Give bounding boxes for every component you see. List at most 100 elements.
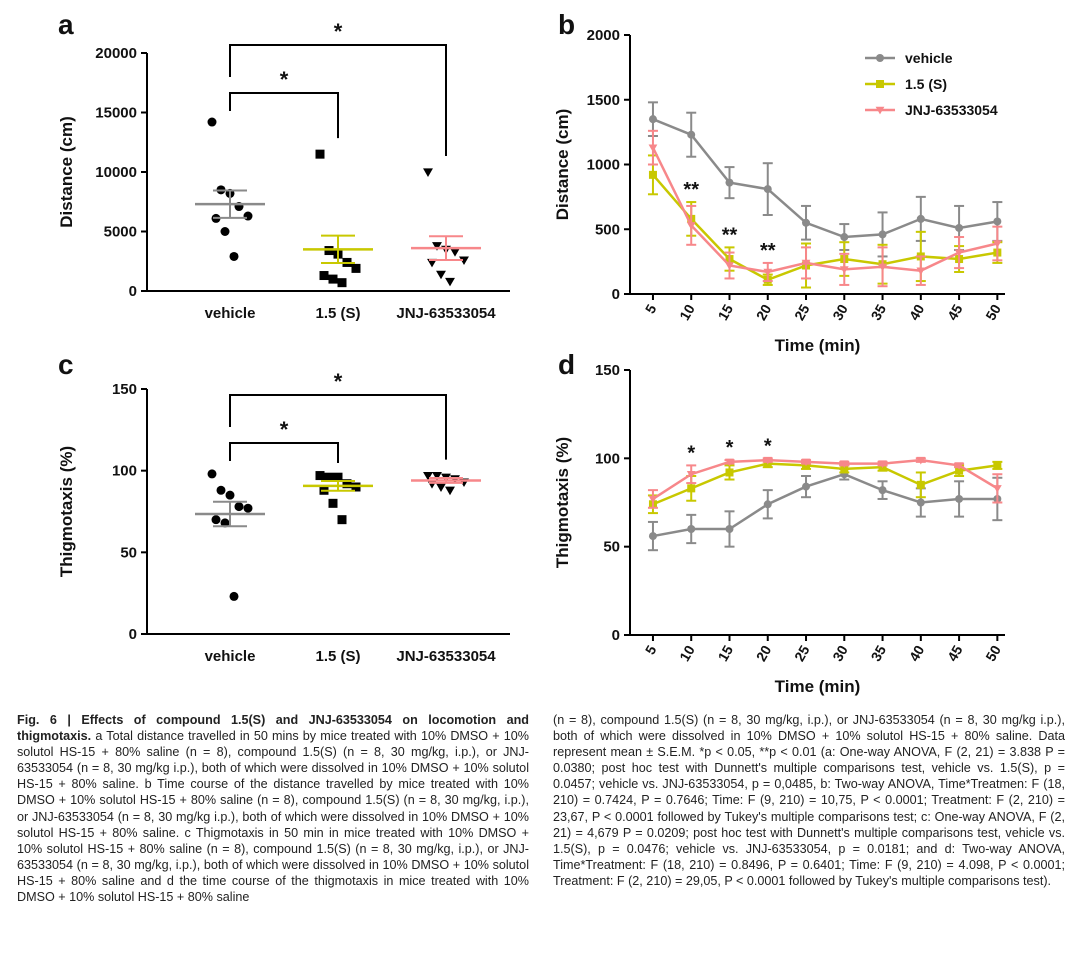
x-tick-label: vehicle [205, 648, 256, 665]
marker [686, 222, 696, 230]
marker [725, 178, 734, 187]
legend-label: 1.5 (S) [905, 76, 947, 92]
panel-letter: b [558, 9, 575, 40]
significance-bracket [229, 44, 447, 156]
significance-bracket [229, 394, 447, 460]
marker [916, 498, 925, 507]
y-tick-label: 150 [595, 362, 620, 379]
sem-bar [213, 189, 247, 219]
marker [243, 503, 253, 513]
marker [351, 263, 361, 273]
marker [207, 117, 217, 127]
y-tick-label: 15000 [95, 105, 137, 122]
y-tick-label: 150 [112, 381, 137, 398]
x-tick-label: 50 [982, 301, 1004, 323]
y-tick-label: 20000 [95, 45, 137, 62]
marker [916, 214, 925, 223]
marker [423, 168, 433, 177]
x-tick-label: JNJ-63533054 [396, 648, 496, 665]
marker [243, 211, 253, 221]
marker [992, 485, 1002, 493]
marker [686, 471, 696, 479]
marker [328, 274, 338, 284]
marker [725, 525, 734, 533]
marker [234, 502, 244, 512]
sem-bar [321, 479, 355, 492]
marker [648, 170, 657, 179]
sem-bar [321, 234, 355, 265]
x-tick-label: 40 [906, 301, 928, 323]
significance-bracket [229, 92, 339, 139]
x-axis-title: Time (min) [775, 677, 861, 696]
marker [993, 217, 1002, 226]
marker [436, 483, 446, 492]
marker [337, 515, 347, 525]
marker [763, 185, 772, 194]
marker [687, 484, 696, 493]
marker [725, 458, 734, 467]
y-axis-title: Distance (cm) [57, 116, 76, 227]
x-axis-title: Time (min) [775, 336, 861, 355]
x-tick-label: 45 [944, 642, 966, 664]
marker [333, 472, 343, 482]
marker [216, 485, 226, 495]
marker [445, 277, 455, 287]
significance-label: * [764, 435, 772, 457]
marker [220, 518, 230, 528]
marker [878, 263, 887, 272]
marker [337, 278, 347, 288]
marker [319, 271, 329, 281]
x-tick-label: vehicle [205, 305, 256, 322]
marker [207, 469, 217, 479]
marker [878, 460, 887, 469]
marker [993, 461, 1002, 470]
y-axis-title: Distance (cm) [553, 109, 572, 220]
caption-left: Fig. 6 | Effects of compound 1.5(S) and … [17, 712, 529, 905]
marker [220, 227, 230, 236]
marker [229, 591, 239, 601]
panel-letter: a [58, 9, 74, 40]
significance-label: * [334, 19, 343, 44]
marker [878, 230, 887, 239]
marker [648, 495, 658, 504]
x-tick-label: 15 [714, 301, 736, 323]
significance-label: * [726, 437, 734, 459]
x-tick-label: 45 [944, 301, 966, 323]
x-tick-label: 5 [642, 642, 660, 657]
marker [763, 268, 773, 277]
x-tick-label: 35 [868, 642, 890, 664]
x-tick-label: 1.5 (S) [315, 305, 360, 322]
significance-label: * [334, 369, 343, 394]
marker [436, 270, 446, 280]
legend-label: JNJ-63533054 [905, 102, 998, 118]
x-tick-label: 40 [906, 642, 928, 664]
marker [763, 456, 773, 465]
series-line [652, 462, 998, 506]
y-tick-label: 500 [595, 221, 620, 238]
y-tick-label: 0 [612, 627, 620, 644]
y-axis-title: Thigmotaxis (%) [553, 437, 572, 568]
legend-marker [875, 106, 885, 115]
significance-label: ** [683, 179, 699, 201]
marker [687, 525, 696, 533]
marker [687, 130, 696, 139]
marker [450, 248, 460, 257]
x-tick-label: 5 [642, 301, 660, 316]
marker [802, 218, 811, 227]
marker [648, 532, 657, 541]
series-line [651, 147, 998, 274]
marker [229, 251, 239, 261]
series-line [652, 472, 998, 538]
marker [225, 490, 235, 500]
x-tick-label: 20 [753, 301, 775, 323]
y-tick-label: 2000 [587, 27, 620, 44]
marker [648, 144, 658, 153]
marker [878, 486, 887, 495]
y-tick-label: 10000 [95, 164, 137, 181]
significance-label: ** [722, 224, 738, 246]
series-line [652, 458, 998, 501]
y-tick-label: 0 [612, 286, 620, 303]
marker [955, 223, 964, 232]
marker [459, 256, 469, 266]
